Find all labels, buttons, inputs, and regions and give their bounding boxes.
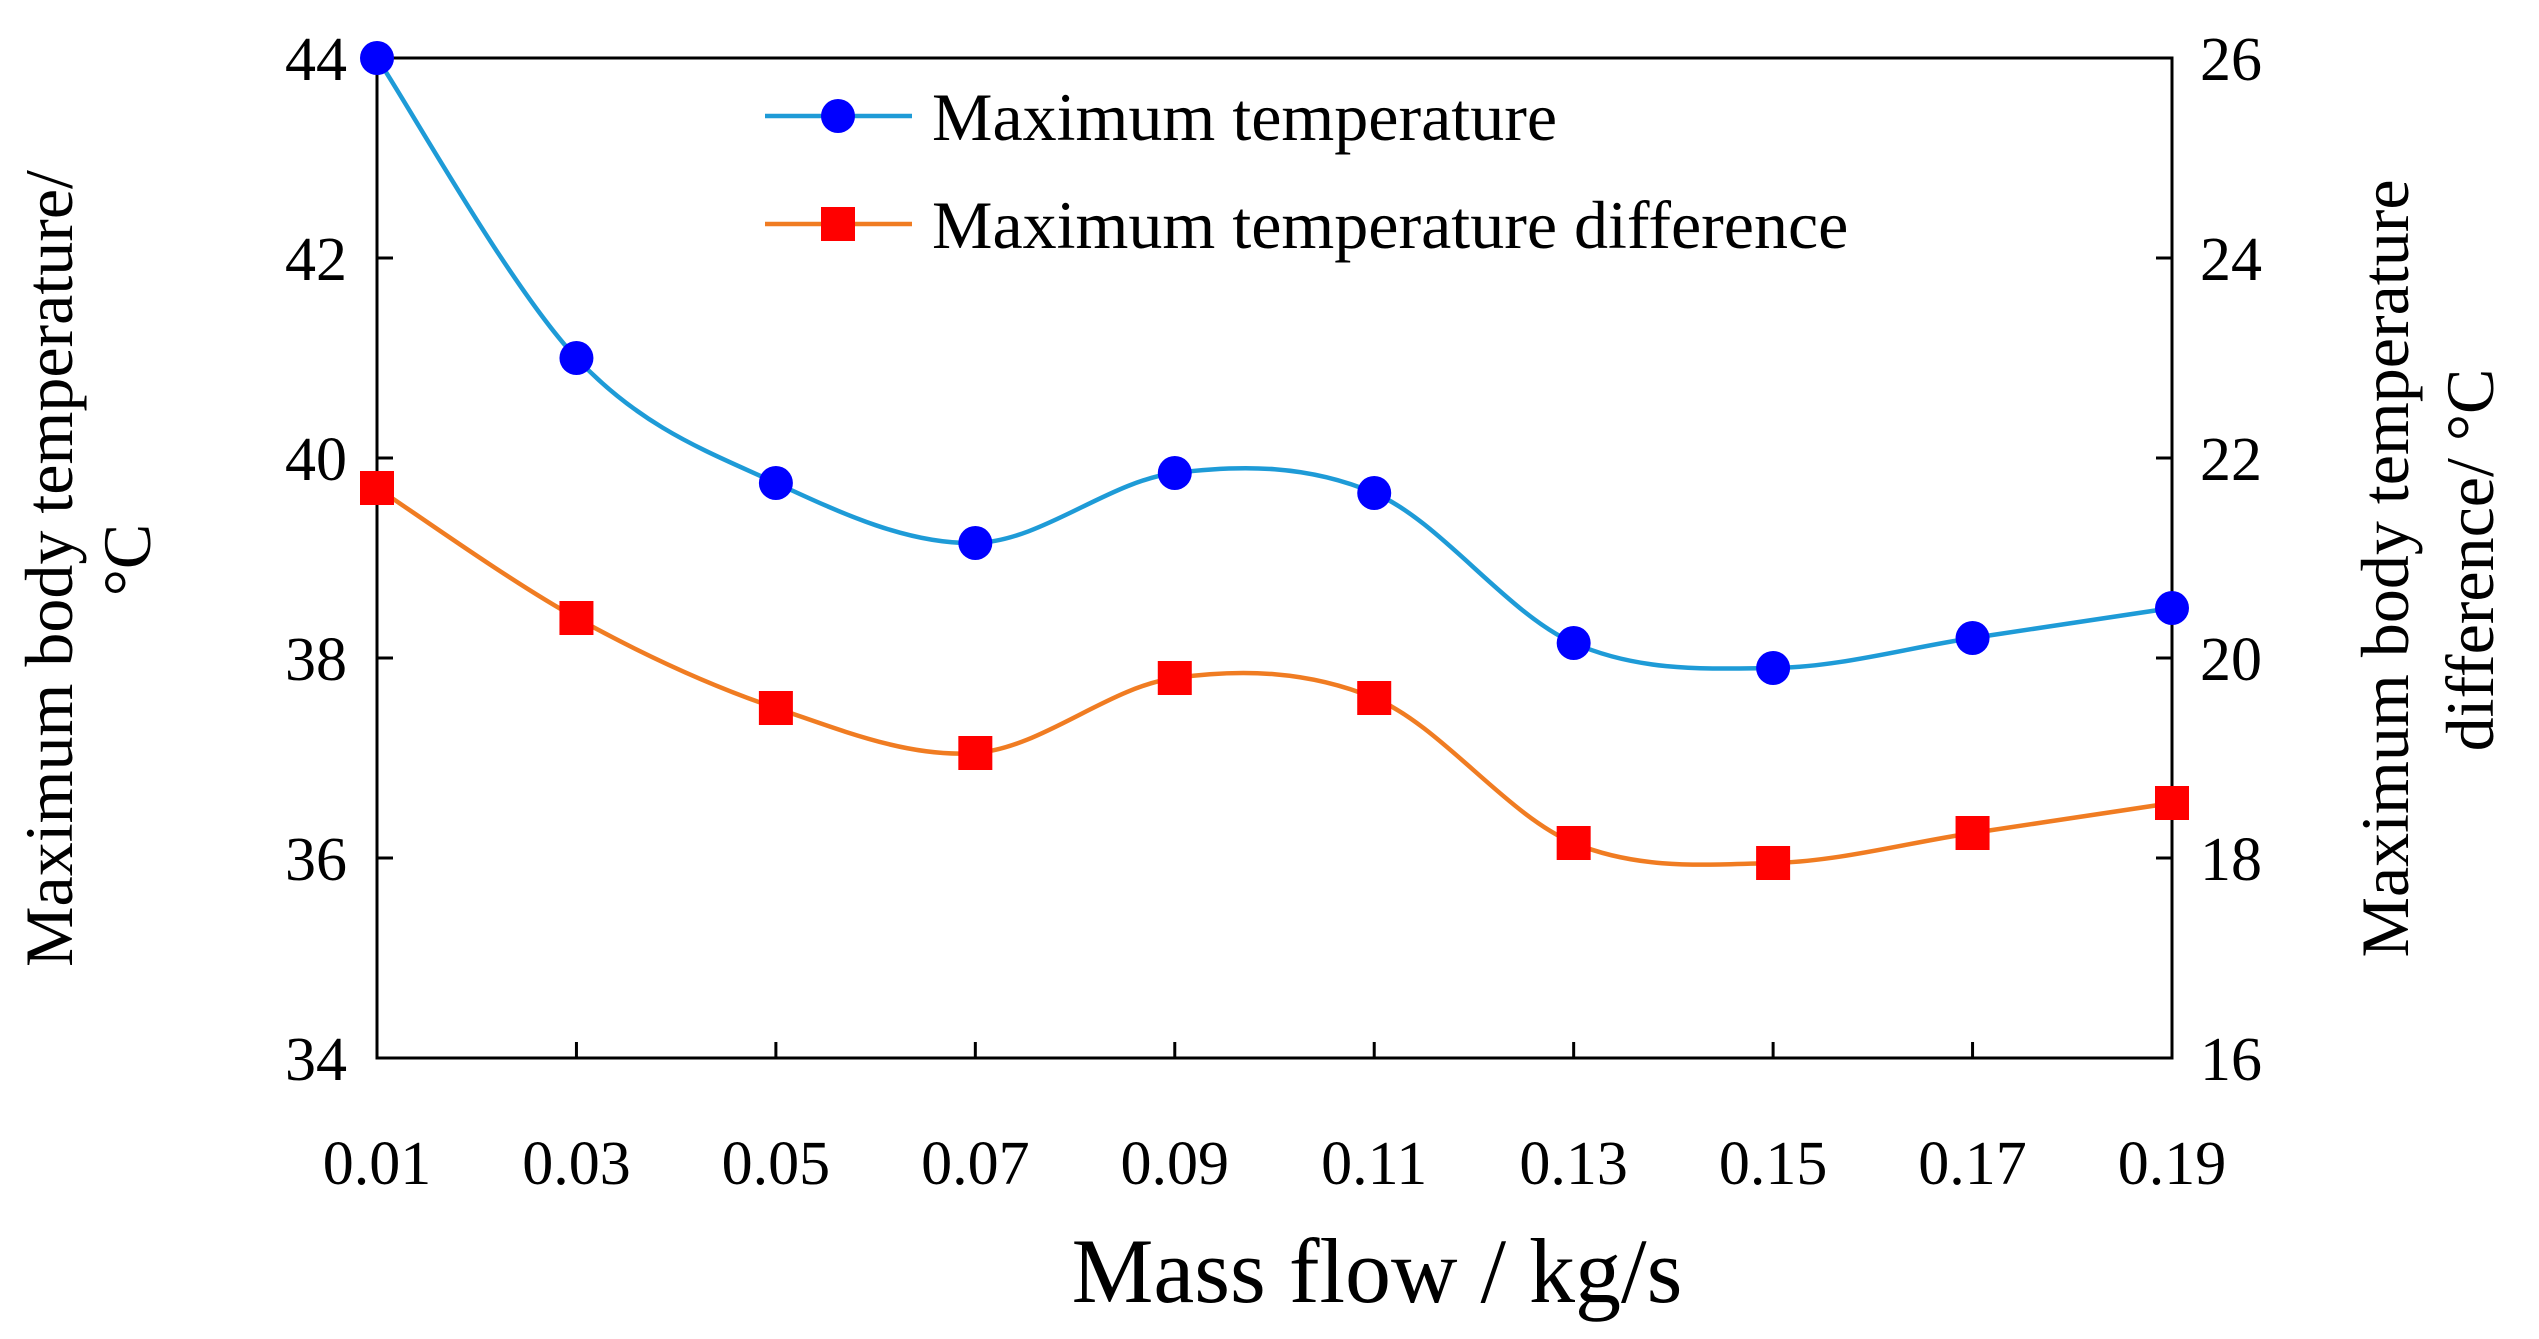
plot-frame: [375, 56, 2174, 1060]
x-tick-label: 0.11: [1321, 1130, 1427, 1198]
x-tick-label: 0.13: [1519, 1130, 1628, 1198]
max-temp-point: [1556, 626, 1591, 660]
right-axis-ticks: 16 18 20 22 24 26: [2156, 26, 2262, 1094]
max-temp-diff-point: [1556, 826, 1591, 860]
max-temp-diff-point: [958, 736, 993, 770]
left-axis-title-line-2: °C: [89, 524, 165, 597]
x-tick-label: 0.03: [522, 1130, 631, 1198]
left-tick-label: 34: [285, 1026, 347, 1094]
left-axis-ticks: 34 36 38 40 42 44: [285, 26, 393, 1094]
right-tick-label: 16: [2200, 1026, 2262, 1094]
max-temp-diff-series-line: [375, 486, 2173, 867]
max-temp-diff-point: [360, 471, 394, 505]
x-tick-label: 0.15: [1719, 1130, 1828, 1198]
max-temp-diff-point: [1955, 816, 1990, 850]
x-tick-label: 0.05: [722, 1130, 831, 1198]
x-tick-label: 0.19: [2118, 1130, 2227, 1198]
left-tick-label: 36: [285, 826, 347, 894]
x-tick-label: 0.17: [1918, 1130, 2027, 1198]
max-temp-point: [1955, 621, 1990, 655]
max-temp-diff-point: [1756, 846, 1791, 880]
right-tick-label: 26: [2200, 26, 2262, 94]
right-tick-label: 20: [2200, 626, 2262, 694]
series-layer: [360, 41, 2189, 880]
max-temp-point: [1756, 651, 1791, 685]
left-tick-label: 38: [285, 626, 347, 694]
max-temp-point: [2155, 591, 2189, 625]
legend: Maximum temperature Maximum temperature d…: [765, 79, 1848, 263]
max-temp-point: [360, 41, 394, 75]
left-tick-label: 44: [285, 26, 347, 94]
left-tick-label: 42: [285, 226, 347, 294]
x-axis-title: Mass flow / kg/s: [1072, 1220, 1683, 1322]
max-temp-point: [758, 466, 793, 500]
right-axis-title-line-1: Maximum body temperature: [2347, 179, 2423, 957]
max-temp-diff-point: [758, 691, 793, 725]
right-tick-label: 18: [2200, 826, 2262, 894]
plot-border: [375, 56, 2174, 1060]
right-axis-title: Maximum body temperature difference/ °C: [2347, 162, 2508, 957]
max-temp-diff-point: [2155, 786, 2189, 820]
left-tick-label: 40: [285, 426, 347, 494]
left-axis-title-line-1: Maximum body temperature/: [11, 170, 87, 967]
max-temp-diff-point: [1157, 661, 1192, 695]
max-temp-diff-point: [1357, 681, 1392, 715]
legend-max-temp-diff-marker: [821, 207, 855, 241]
max-temp-point: [559, 341, 594, 375]
max-temp-point: [958, 526, 993, 560]
x-axis-ticks: 0.01 0.03 0.05 0.07 0.09 0.11 0.13 0.15 0.17 0.19: [323, 1042, 2227, 1198]
max-temp-point: [1157, 456, 1192, 490]
legend-max-temp-label: Maximum temperature: [932, 79, 1557, 155]
x-tick-label: 0.07: [921, 1130, 1030, 1198]
max-temp-diff-point: [559, 601, 594, 635]
max-temp-point: [1357, 476, 1392, 510]
legend-max-temp-diff-label: Maximum temperature difference: [932, 187, 1848, 263]
max-temp-series-line: [375, 56, 2173, 671]
x-tick-label: 0.09: [1121, 1130, 1230, 1198]
right-axis-title-line-2: difference/ °C: [2432, 369, 2508, 752]
legend-max-temp-marker: [821, 99, 855, 133]
left-axis-title: Maximum body temperature/ °C: [11, 153, 165, 967]
right-tick-label: 24: [2200, 226, 2262, 294]
right-tick-label: 22: [2200, 426, 2262, 494]
x-tick-label: 0.01: [323, 1130, 432, 1198]
